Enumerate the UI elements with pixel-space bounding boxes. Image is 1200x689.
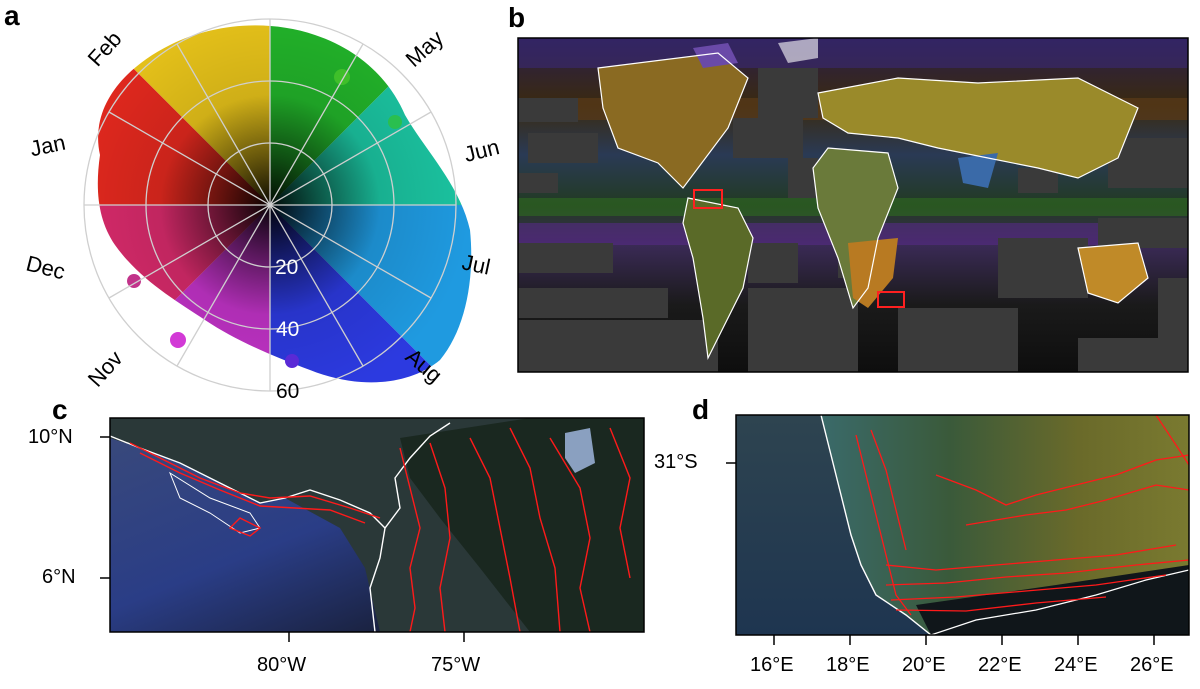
regional-map-south-africa: [735, 414, 1190, 636]
outlier-point: [285, 354, 299, 368]
panel-label-a: a: [4, 0, 20, 31]
polar-grid: [83, 18, 457, 392]
radial-label-40: 40: [276, 318, 300, 341]
panel-c-axis-ticks: [100, 436, 465, 642]
outlier-point: [127, 274, 141, 288]
global-seasonality-map: [517, 37, 1189, 373]
radial-label-60: 60: [276, 380, 300, 403]
y-tick-6n: 6°N: [42, 566, 76, 588]
outlier-point: [170, 332, 186, 348]
panel-d-axis-ticks: [726, 462, 1155, 645]
panel-label-b: b: [508, 2, 526, 33]
x-tick-22e: 22°E: [978, 654, 1022, 676]
polar-seasonality-plot: [83, 18, 472, 392]
x-tick-18e: 18°E: [826, 654, 870, 676]
y-tick-31s: 31°S: [654, 451, 698, 473]
coastlines: [597, 52, 1149, 361]
region-box-panama: [693, 189, 723, 209]
radial-label-20: 20: [275, 256, 299, 279]
x-tick-26e: 26°E: [1130, 654, 1174, 676]
y-tick-10n: 10°N: [28, 426, 73, 448]
outlier-point: [388, 115, 402, 129]
x-tick-75w: 75°W: [431, 654, 481, 676]
month-label-jul: Jul: [459, 249, 493, 280]
x-tick-24e: 24°E: [1054, 654, 1098, 676]
regional-map-panama: [109, 417, 645, 633]
panel-label-d: d: [692, 394, 710, 425]
x-tick-16e: 16°E: [750, 654, 794, 676]
x-tick-20e: 20°E: [902, 654, 946, 676]
region-box-south-africa: [877, 291, 905, 308]
panel-label-c: c: [52, 394, 68, 425]
x-tick-80w: 80°W: [257, 654, 307, 676]
elevation-contours: [855, 415, 1189, 616]
elevation-contours: [129, 427, 631, 632]
